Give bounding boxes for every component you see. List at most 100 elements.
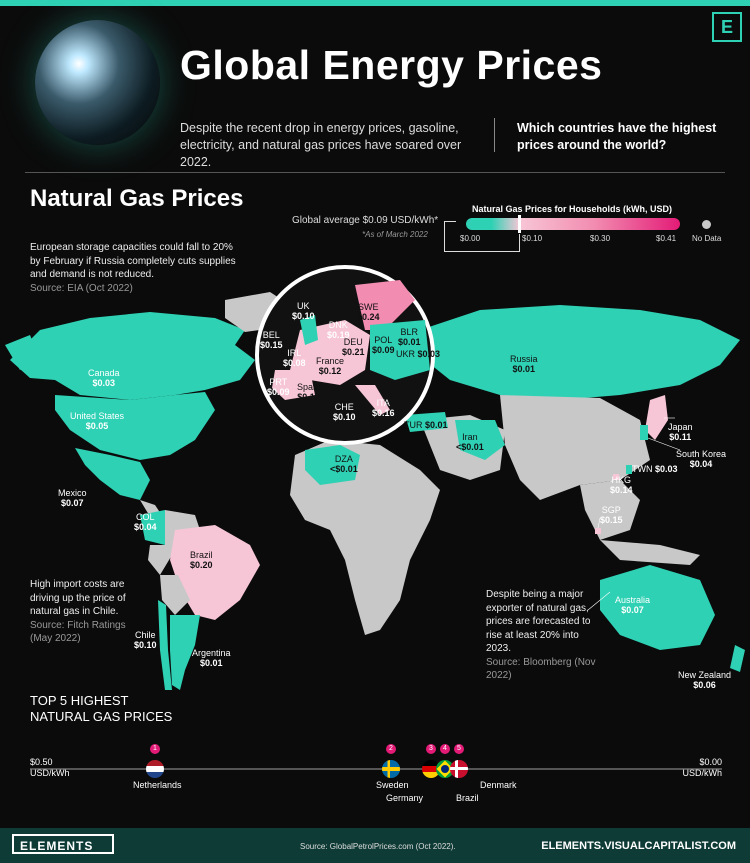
label-pol: POL $0.09 bbox=[372, 335, 395, 355]
germany-flag-icon bbox=[422, 760, 440, 778]
average-connector bbox=[444, 221, 456, 222]
australia-note-source: Source: Bloomberg (Nov 2022) bbox=[486, 656, 596, 682]
average-connector bbox=[444, 251, 520, 252]
country-sgp bbox=[595, 528, 601, 534]
label-che: CHE $0.10 bbox=[333, 402, 356, 422]
alaska bbox=[5, 335, 40, 370]
country-iran bbox=[455, 420, 505, 460]
intro-text: Despite the recent drop in energy prices… bbox=[180, 121, 462, 169]
label-mexico: Mexico $0.07 bbox=[58, 488, 87, 508]
country-russia bbox=[420, 305, 740, 400]
label-blr: BLR $0.01 bbox=[398, 327, 421, 347]
country-twn bbox=[626, 465, 632, 474]
denmark-flag-icon bbox=[450, 760, 468, 778]
label-deu: DEU $0.21 bbox=[342, 337, 365, 357]
label-uk: UK $0.10 bbox=[292, 301, 315, 321]
average-connector bbox=[444, 221, 445, 251]
label-dnk: DNK $0.19 bbox=[327, 320, 350, 340]
global-average-label: Global average $0.09 USD/kWh* bbox=[292, 215, 439, 226]
legend-average-marker bbox=[518, 215, 521, 233]
country-skorea bbox=[640, 425, 648, 440]
inset-uk bbox=[300, 315, 318, 345]
country-japan bbox=[645, 395, 668, 440]
netherlands-flag-icon bbox=[146, 760, 164, 778]
label-argentina: Argentina $0.01 bbox=[192, 648, 231, 668]
section-title: Natural Gas Prices bbox=[30, 185, 244, 212]
country-brazil bbox=[170, 525, 260, 620]
label-hkg: HKG $0.14 bbox=[610, 475, 633, 495]
inset-scandinavia bbox=[355, 280, 415, 330]
page-title: Global Energy Prices bbox=[180, 42, 603, 88]
europe-note-text: European storage capacities could fall t… bbox=[30, 242, 236, 280]
legend-nodata-label: No Data bbox=[692, 234, 722, 243]
europe-note: European storage capacities could fall t… bbox=[30, 241, 240, 295]
footer-source: Source: GlobalPetrolPrices.com (Oct 2022… bbox=[300, 842, 456, 851]
southeast-asia bbox=[580, 480, 640, 540]
footer bbox=[0, 828, 750, 863]
central-south-asia bbox=[500, 395, 650, 500]
country-canada bbox=[10, 312, 255, 400]
scale-right-label: $0.00 USD/kWh bbox=[682, 757, 722, 778]
legend-tick-2: $0.30 bbox=[590, 234, 611, 243]
rank-badge: 2 bbox=[386, 744, 396, 754]
label-ukr: UKR $0.03 bbox=[396, 349, 441, 359]
top5-label: Brazil bbox=[456, 793, 479, 803]
label-nz: New Zealand $0.06 bbox=[678, 670, 732, 690]
label-tur: TUR $0.01 bbox=[404, 420, 448, 430]
top5-label: Netherlands bbox=[133, 780, 182, 790]
label-us: United States $0.05 bbox=[70, 411, 125, 431]
country-tur bbox=[405, 412, 448, 432]
australia-note: Despite being a major exporter of natura… bbox=[486, 588, 598, 683]
top-accent-bar bbox=[0, 0, 750, 6]
section-divider bbox=[25, 172, 725, 173]
top5-label: Sweden bbox=[376, 780, 409, 790]
label-prt: PRT $0.09 bbox=[267, 377, 290, 397]
label-spain: Spain $0.17 bbox=[297, 382, 321, 402]
rank-badge: 5 bbox=[454, 744, 464, 754]
legend-nodata-swatch bbox=[702, 220, 711, 229]
top5-scale-line bbox=[30, 768, 722, 770]
europe-note-source: Source: EIA (Oct 2022) bbox=[30, 282, 133, 294]
country-mexico bbox=[75, 448, 150, 500]
top5-label: Denmark bbox=[480, 780, 517, 790]
legend-title: Natural Gas Prices for Households (kWh, … bbox=[472, 204, 673, 214]
country-australia bbox=[600, 565, 715, 650]
sweden-flag-icon bbox=[382, 760, 400, 778]
elements-logo-icon: E bbox=[712, 12, 742, 42]
average-connector bbox=[519, 234, 520, 251]
label-ita: ITA $0.16 bbox=[372, 398, 395, 418]
label-swe: SWE $0.24 bbox=[357, 302, 380, 322]
question-text: Which countries have the highest prices … bbox=[517, 121, 717, 152]
country-us bbox=[55, 392, 215, 460]
label-skorea: South Korea $0.04 bbox=[676, 449, 727, 469]
australia-note-text: Despite being a major exporter of natura… bbox=[486, 589, 591, 654]
inset-east-europe bbox=[370, 320, 430, 380]
country-nz bbox=[730, 645, 745, 672]
brazil-flag-icon bbox=[436, 760, 454, 778]
rank-badge: 4 bbox=[440, 744, 450, 754]
chile-note-text: High import costs are driving up the pri… bbox=[30, 579, 126, 617]
label-brazil: Brazil $0.20 bbox=[190, 550, 213, 570]
label-chile: Chile $0.10 bbox=[134, 630, 157, 650]
africa bbox=[290, 440, 440, 635]
footer-logo: ELEMENTS bbox=[12, 834, 114, 854]
world-map bbox=[5, 265, 745, 690]
top5-label: Germany bbox=[386, 793, 424, 803]
label-sgp: SGP $0.15 bbox=[600, 505, 623, 525]
indonesia bbox=[600, 540, 700, 565]
label-irl: IRL $0.08 bbox=[283, 348, 306, 368]
label-iran: Iran <$0.01 bbox=[456, 432, 484, 452]
country-argentina bbox=[170, 615, 200, 690]
legend-tick-0: $0.00 bbox=[460, 234, 481, 243]
label-bel: BEL $0.15 bbox=[260, 330, 283, 350]
footer-url[interactable]: ELEMENTS.VISUALCAPITALIST.COM bbox=[541, 840, 736, 852]
legend-color-scale bbox=[466, 218, 680, 230]
country-dza bbox=[305, 445, 360, 485]
inset-italy bbox=[355, 385, 390, 415]
chile-note-source: Source: Fitch Ratings (May 2022) bbox=[30, 619, 126, 645]
label-twn: TWN $0.03 bbox=[632, 464, 678, 474]
crystal-orb-image bbox=[35, 20, 160, 145]
global-average-asof: *As of March 2022 bbox=[362, 230, 428, 239]
label-canada: Canada $0.03 bbox=[88, 368, 120, 388]
header-divider bbox=[494, 118, 495, 152]
